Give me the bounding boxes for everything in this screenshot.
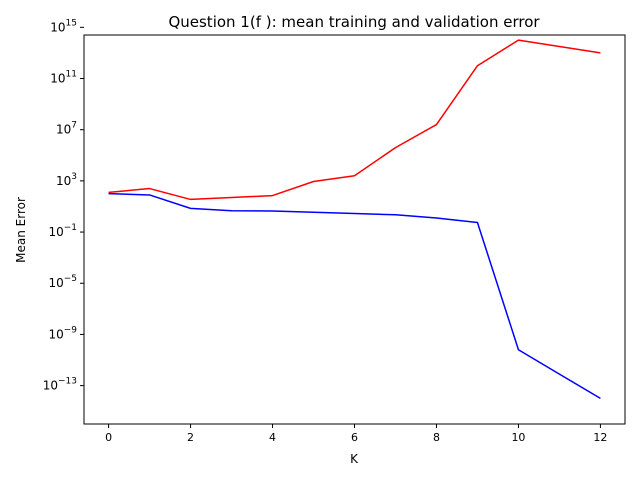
y-axis-label: Mean Error (14, 197, 28, 263)
x-axis-label: K (350, 452, 359, 466)
y-tick-label: 1011 (50, 70, 77, 86)
series-line-1 (108, 39, 601, 201)
x-tick-label: 0 (105, 431, 112, 444)
x-tick-label: 2 (187, 431, 194, 444)
y-tick-label: 10−1 (48, 223, 77, 239)
x-tick-label: 12 (593, 431, 607, 444)
y-tick-label: 10−13 (43, 377, 77, 393)
x-tick-label: 6 (351, 431, 358, 444)
chart-title: Question 1(f ): mean training and valida… (168, 13, 540, 31)
series-line-2 (108, 192, 601, 400)
y-tick-label: 103 (56, 172, 77, 188)
y-axis-ticks: 10−13 10−9 10−5 10−1 103 107 1011 1015 (43, 18, 84, 393)
series-layer (108, 39, 601, 400)
x-tick-label: 4 (269, 431, 276, 444)
y-tick-label: 107 (56, 121, 77, 137)
x-axis-ticks: 0 2 4 6 8 10 12 (105, 424, 607, 444)
y-tick-label: 10−9 (48, 325, 77, 341)
x-tick-label: 10 (511, 431, 525, 444)
y-tick-label: 10−5 (48, 274, 77, 290)
x-tick-label: 8 (433, 431, 440, 444)
plot-frame (83, 34, 626, 425)
y-tick-label: 1015 (50, 18, 77, 34)
